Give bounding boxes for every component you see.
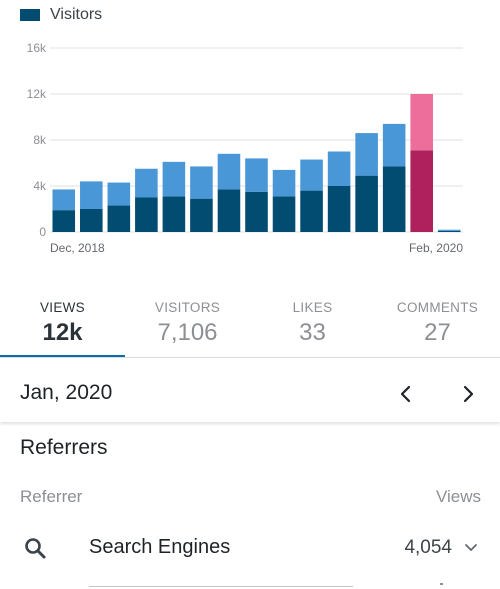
next-period-button[interactable]: [450, 376, 486, 412]
y-tick-label: 12k: [27, 87, 47, 101]
referrer-row[interactable]: Search Engines 4,054: [0, 520, 500, 574]
referrers-title: Referrers: [20, 436, 108, 459]
bar-segment: [437, 229, 461, 231]
tab-comments[interactable]: COMMENTS 27: [375, 290, 500, 358]
bar-segment: [107, 182, 131, 206]
legend-label: Visitors: [50, 6, 103, 23]
period-label: Jan, 2020: [20, 381, 113, 404]
previous-period-button[interactable]: [388, 376, 424, 412]
tabs-divider: [0, 357, 500, 358]
search-icon: [25, 538, 46, 559]
stats-tabs: VIEWS 12k VISITORS 7,106 LIKES 33 COMMEN…: [0, 290, 500, 358]
chevron-down-icon[interactable]: [462, 538, 480, 556]
tab-comments-label: COMMENTS: [396, 300, 479, 315]
referrer-name: Search Engines: [89, 536, 231, 558]
row-divider: [89, 586, 353, 587]
y-tick-label: 16k: [27, 41, 47, 55]
bar-segment: [135, 168, 158, 198]
bar-segment: [437, 230, 461, 232]
bar-segment: [327, 151, 351, 186]
tab-visitors[interactable]: VISITORS 7,106: [125, 290, 250, 358]
bar-segment: [300, 159, 323, 191]
referrer-views: 4,054: [404, 537, 452, 558]
chart-legend: Visitors: [20, 4, 102, 26]
chevron-right-icon: [463, 385, 474, 403]
bar-segment: [52, 189, 76, 211]
bar-segment: [245, 158, 268, 192]
visitors-bar-chart: 0 4k 8k 12k 16k Dec, 2018 Feb, 2020: [27, 41, 464, 255]
bar-segment: [272, 196, 296, 232]
bar-segment: [217, 153, 241, 190]
tab-visitors-label: VISITORS: [154, 300, 221, 315]
bar-segment: [80, 209, 103, 232]
bar-segment: [410, 150, 433, 232]
tab-likes[interactable]: LIKES 33: [250, 290, 375, 358]
bar-segment: [190, 198, 213, 232]
tab-views-label: VIEWS: [39, 300, 85, 315]
tab-likes-value: 33: [299, 319, 326, 346]
bar-segment: [355, 175, 378, 232]
bar-segment: [52, 210, 76, 232]
tab-likes-label: LIKES: [292, 300, 333, 315]
x-label-end: Feb, 2020: [409, 241, 463, 255]
bar-segment: [217, 189, 241, 232]
chevron-left-icon: [400, 385, 411, 403]
bar-segment: [410, 94, 433, 151]
tab-views-value: 12k: [42, 319, 83, 346]
y-tick-label: 0: [39, 225, 46, 239]
tab-visitors-value: 7,106: [157, 319, 218, 346]
bar-segment: [300, 190, 323, 232]
bar-segment: [327, 186, 351, 232]
bar-segment: [107, 205, 131, 232]
views-column-header: Views: [435, 487, 481, 506]
bar-segment: [355, 133, 378, 176]
x-label-start: Dec, 2018: [50, 241, 105, 255]
bar-segment: [382, 123, 406, 167]
bar-segment: [272, 169, 296, 197]
period-selector: Jan, 2020: [0, 366, 500, 422]
legend-swatch: [20, 9, 40, 21]
bar-segment: [382, 166, 406, 232]
row-divider-end: [440, 583, 443, 585]
bar-segment: [245, 191, 268, 232]
y-tick-label: 4k: [33, 179, 47, 193]
tab-views[interactable]: VIEWS 12k: [0, 290, 125, 358]
bar-segment: [190, 166, 213, 199]
bar-segment: [135, 197, 158, 232]
bar-segment: [80, 181, 103, 209]
tab-comments-value: 27: [424, 319, 451, 346]
bar-segment: [162, 161, 186, 197]
bar-segment: [162, 196, 186, 232]
y-tick-label: 8k: [33, 133, 47, 147]
referrer-column-header: Referrer: [20, 487, 83, 506]
